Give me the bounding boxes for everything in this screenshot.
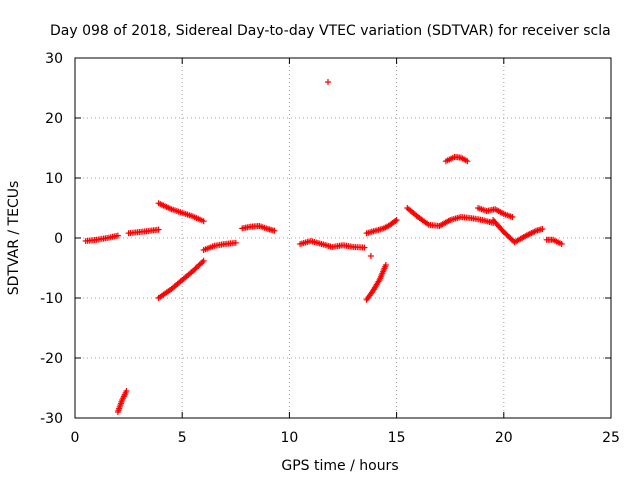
x-tick-label: 5 [178,430,187,446]
data-point [271,227,278,234]
data-point [382,262,389,268]
x-tick-label: 15 [388,430,406,446]
data-point [232,239,239,246]
data-point [361,244,368,251]
grid [75,58,611,418]
axes-ticks: 0 5 10 15 20 25 -30 -20 -10 0 10 20 30 [40,51,620,446]
y-tick-label: -30 [40,411,63,427]
data-point [123,388,130,394]
x-tick-label: 20 [495,430,513,446]
x-tick-label: 0 [71,430,80,446]
data-point [114,232,121,239]
y-tick-label: -20 [40,351,63,367]
y-axis-label: SDTVAR / TECUs [6,181,22,296]
y-tick-label: 20 [45,111,63,127]
data-points [82,79,565,415]
data-point [392,217,399,224]
data-point [509,214,516,220]
data-point [200,218,207,225]
y-tick-label: 10 [45,171,63,187]
data-point [464,158,471,165]
y-tick-label: 30 [45,51,63,67]
data-point [155,226,162,233]
data-point [558,241,565,247]
data-point [393,217,400,223]
x-axis-label: GPS time / hours [281,458,398,474]
data-point [367,253,374,259]
x-tick-label: 25 [602,430,620,446]
data-point [539,226,546,232]
chart-title: Day 098 of 2018, Sidereal Day-to-day VTE… [50,23,611,39]
data-point [199,259,206,266]
y-tick-label: -10 [40,291,63,307]
data-point [200,257,207,264]
data-point [324,79,331,85]
y-tick-label: 0 [54,231,63,247]
x-tick-label: 10 [280,430,298,446]
